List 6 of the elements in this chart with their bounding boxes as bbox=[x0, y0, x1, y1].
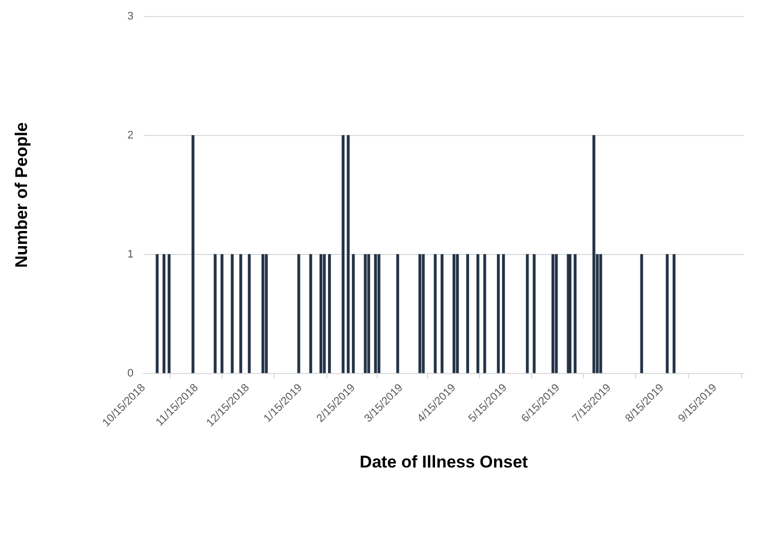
y-tick-label: 0 bbox=[127, 367, 134, 380]
y-tick-label: 2 bbox=[127, 130, 134, 142]
y-tick-label: 1 bbox=[127, 248, 134, 260]
x-axis-title: Date of Illness Onset bbox=[360, 452, 528, 472]
y-tick-label: 3 bbox=[127, 10, 134, 23]
y-axis-title: Number of People bbox=[12, 122, 31, 268]
